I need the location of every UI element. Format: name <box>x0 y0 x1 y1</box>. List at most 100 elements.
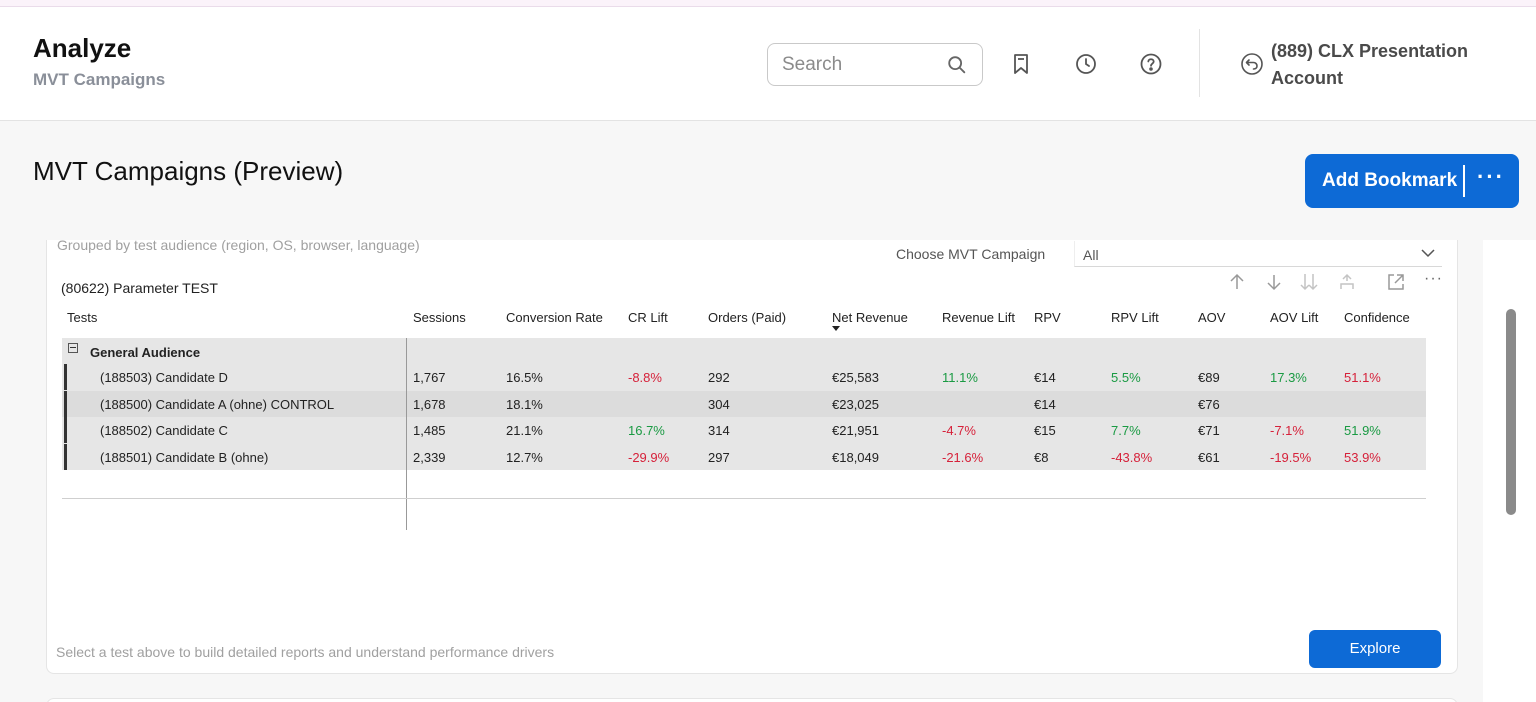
help-icon[interactable] <box>1138 51 1164 77</box>
table-cell: 21.1% <box>506 423 543 438</box>
page-heading: Analyze <box>33 33 132 63</box>
page-subheading: MVT Campaigns <box>33 70 166 89</box>
table-bottom-border <box>62 498 1426 499</box>
col-orders[interactable]: Orders (Paid) <box>708 310 787 325</box>
top-strip <box>0 0 1536 7</box>
col-aov-lift[interactable]: AOV Lift <box>1270 310 1319 325</box>
col-net-revenue[interactable]: Net Revenue <box>832 310 908 325</box>
table-cell: 304 <box>708 397 730 412</box>
col-conversion-rate[interactable]: Conversion Rate <box>506 310 603 325</box>
table-cell: €14 <box>1034 397 1056 412</box>
bookmark-icon[interactable] <box>1008 51 1034 77</box>
table-cell: 297 <box>708 450 730 465</box>
table-cell: 11.1% <box>942 370 978 385</box>
table-header: Tests Sessions Conversion Rate CR Lift O… <box>62 304 1426 338</box>
switch-account-icon[interactable] <box>1240 52 1264 76</box>
explore-hint: Select a test above to build detailed re… <box>56 644 555 660</box>
table-cell: -7.1% <box>1270 423 1304 438</box>
table-cell: €25,583 <box>832 370 879 385</box>
table-cell: €71 <box>1198 423 1220 438</box>
table-cell: 2,339 <box>413 450 446 465</box>
sort-down-icon[interactable] <box>1264 272 1284 292</box>
search-input[interactable] <box>782 54 942 76</box>
button-separator <box>1463 165 1465 197</box>
page-title: MVT Campaigns (Preview) <box>33 156 344 186</box>
col-cr-lift[interactable]: CR Lift <box>628 310 668 325</box>
account-name-line1: (889) CLX Presentation <box>1271 41 1469 61</box>
col-tests[interactable]: Tests <box>67 310 98 325</box>
row-indicator <box>64 444 67 470</box>
table-cell: (188501) Candidate B (ohne) <box>100 450 269 465</box>
next-panel <box>46 698 1458 702</box>
col-aov[interactable]: AOV <box>1198 310 1226 325</box>
table-row[interactable]: (188502) Candidate C 1,485 21.1% 16.7% 314 €2… <box>62 417 1426 443</box>
header-divider <box>1199 29 1200 97</box>
sort-descending-icon <box>832 326 840 331</box>
table-row[interactable]: (188501) Candidate B (ohne) 2,339 12.7% -29… <box>62 444 1426 470</box>
col-revenue-lift[interactable]: Revenue Lift <box>942 310 1015 325</box>
table-cell: €76 <box>1198 397 1220 412</box>
table-cell: €15 <box>1034 423 1056 438</box>
table-cell: 18.1% <box>506 397 543 412</box>
scrollbar-thumb[interactable] <box>1506 309 1516 515</box>
table-cell: 1,485 <box>413 423 446 438</box>
col-confidence[interactable]: Confidence <box>1344 310 1410 325</box>
mvt-panel: Grouped by test audience (region, OS, br… <box>46 237 1458 674</box>
campaign-select[interactable]: All <box>1074 241 1442 267</box>
collapse-icon[interactable] <box>68 343 78 353</box>
add-bookmark-label: Add Bookmark <box>1322 170 1458 191</box>
col-rpv-lift[interactable]: RPV Lift <box>1111 310 1159 325</box>
table-cell: (188502) Candidate C <box>100 423 228 438</box>
table-row[interactable]: (188503) Candidate D 1,767 16.5% -8.8% 292 €2… <box>62 364 1426 390</box>
table-cell: (188503) Candidate D <box>100 370 228 385</box>
table-cell: 16.5% <box>506 370 543 385</box>
account-name-line2: Account <box>1271 68 1343 88</box>
grouped-by-note: Grouped by test audience (region, OS, br… <box>57 237 420 253</box>
history-icon[interactable] <box>1073 51 1099 77</box>
table-cell: 51.9% <box>1344 423 1381 438</box>
row-indicator <box>64 364 67 390</box>
table-cell: -21.6% <box>942 450 984 465</box>
sort-up-icon[interactable] <box>1227 272 1247 292</box>
row-indicator <box>64 391 67 417</box>
column-divider <box>406 338 407 530</box>
explore-button[interactable]: Explore <box>1309 630 1441 668</box>
table-cell: €89 <box>1198 370 1220 385</box>
visual-more-icon[interactable]: ··· <box>1424 270 1443 287</box>
table-cell: 53.9% <box>1344 450 1381 465</box>
table-cell: (188500) Candidate A (ohne) CONTROL <box>100 397 335 412</box>
search-box[interactable] <box>767 43 983 86</box>
table-cell: €21,951 <box>832 423 879 438</box>
visual-title: (80622) Parameter TEST <box>61 280 218 296</box>
focus-mode-icon[interactable] <box>1386 272 1406 292</box>
app-header: Analyze MVT Campaigns (889) CLX Presenta… <box>0 7 1536 121</box>
table-cell: -8.8% <box>628 370 662 385</box>
account-name[interactable]: (889) CLX Presentation Account <box>1271 38 1511 92</box>
col-sessions[interactable]: Sessions <box>413 310 466 325</box>
table-cell: 292 <box>708 370 730 385</box>
table-cell: 1,767 <box>413 370 446 385</box>
expand-all-icon[interactable] <box>1299 272 1319 292</box>
table-cell: 7.7% <box>1111 423 1141 438</box>
table-cell: €23,025 <box>832 397 879 412</box>
table-cell: €61 <box>1198 450 1220 465</box>
table-cell: 51.1% <box>1344 370 1381 385</box>
table-cell: €18,049 <box>832 450 879 465</box>
table-cell: 1,678 <box>413 397 446 412</box>
group-row[interactable]: General Audience <box>62 338 1426 364</box>
table-row[interactable]: (188500) Candidate A (ohne) CONTROL 1,678… <box>62 391 1426 417</box>
search-icon[interactable] <box>946 54 968 76</box>
campaign-select-value: All <box>1083 247 1099 263</box>
add-bookmark-button[interactable]: Add Bookmark ··· <box>1305 154 1519 208</box>
col-rpv[interactable]: RPV <box>1034 310 1061 325</box>
group-label: General Audience <box>90 345 201 360</box>
table-cell: -43.8% <box>1111 450 1153 465</box>
table-cell: 16.7% <box>628 423 665 438</box>
chevron-down-icon <box>1421 249 1435 258</box>
drill-up-icon[interactable] <box>1337 272 1357 292</box>
table-cell: -19.5% <box>1270 450 1312 465</box>
table-cell: -29.9% <box>628 450 670 465</box>
row-indicator <box>64 417 67 443</box>
more-options-icon[interactable]: ··· <box>1477 164 1505 189</box>
choose-campaign-label: Choose MVT Campaign <box>896 246 1046 262</box>
